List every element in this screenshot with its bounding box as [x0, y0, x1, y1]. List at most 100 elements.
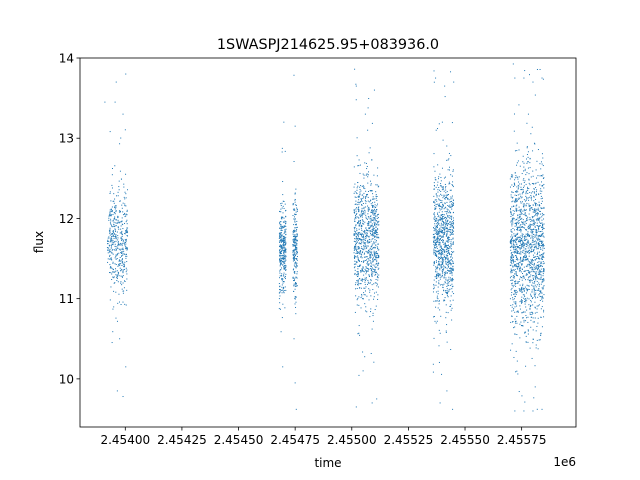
data-point	[516, 210, 518, 212]
data-point	[281, 259, 283, 261]
data-point	[439, 224, 441, 226]
data-point	[360, 279, 362, 281]
data-point	[518, 226, 520, 228]
data-point	[531, 357, 533, 359]
data-point	[377, 249, 379, 251]
data-point	[294, 220, 296, 222]
data-point	[523, 290, 525, 292]
data-point	[283, 244, 285, 246]
data-point	[122, 396, 124, 398]
data-point	[373, 264, 375, 266]
data-point	[536, 220, 538, 222]
data-point	[446, 208, 448, 210]
data-point	[517, 194, 519, 196]
data-point	[121, 220, 123, 222]
data-point	[122, 202, 124, 204]
data-point	[112, 268, 114, 270]
data-point	[436, 212, 438, 214]
data-point	[512, 254, 514, 256]
data-point	[442, 269, 444, 271]
data-point	[535, 218, 537, 220]
data-point	[369, 257, 371, 259]
data-point	[435, 306, 437, 308]
data-point	[543, 316, 545, 318]
data-point	[450, 226, 452, 228]
data-point	[118, 252, 120, 254]
data-point	[442, 227, 444, 229]
data-point	[532, 282, 534, 284]
data-point	[447, 194, 449, 196]
data-point	[369, 265, 371, 267]
data-point	[436, 241, 438, 243]
data-point	[533, 262, 535, 264]
data-point	[447, 258, 449, 260]
data-point	[373, 214, 375, 216]
data-point	[525, 245, 527, 247]
data-point	[365, 216, 367, 218]
data-point	[358, 260, 360, 262]
data-point	[437, 219, 439, 221]
data-point	[542, 228, 544, 230]
data-point	[536, 230, 538, 232]
data-point	[443, 243, 445, 245]
data-point	[515, 301, 517, 303]
data-point	[362, 235, 364, 237]
data-point	[510, 215, 512, 217]
data-point	[531, 237, 533, 239]
data-point	[369, 282, 371, 284]
data-point	[526, 218, 528, 220]
data-point	[531, 183, 533, 185]
data-point	[450, 155, 452, 157]
data-point	[284, 258, 286, 260]
data-point	[510, 261, 512, 263]
data-point	[358, 228, 360, 230]
data-point	[279, 295, 281, 297]
data-point	[515, 233, 517, 235]
data-point	[438, 264, 440, 266]
data-point	[432, 371, 434, 373]
data-point	[521, 233, 523, 235]
data-point	[447, 225, 449, 227]
data-point	[296, 220, 298, 222]
data-point	[438, 283, 440, 285]
data-point	[519, 214, 521, 216]
data-point	[528, 253, 530, 255]
data-point	[512, 299, 514, 301]
data-point	[442, 205, 444, 207]
data-point	[373, 227, 375, 229]
data-point	[538, 284, 540, 286]
data-point	[443, 249, 445, 251]
data-point	[355, 196, 357, 198]
data-point	[523, 221, 525, 223]
data-point	[528, 226, 530, 228]
data-point	[284, 240, 286, 242]
data-point	[372, 268, 374, 270]
data-point	[520, 244, 522, 246]
data-point	[113, 306, 115, 308]
data-point	[534, 243, 536, 245]
data-point	[355, 261, 357, 263]
data-point	[284, 268, 286, 270]
data-point	[362, 197, 364, 199]
data-point	[369, 249, 371, 251]
data-point	[371, 272, 373, 274]
data-point	[374, 253, 376, 255]
data-point	[539, 222, 541, 224]
data-point	[525, 248, 527, 250]
data-point	[115, 317, 117, 319]
data-point	[434, 214, 436, 216]
data-point	[365, 174, 367, 176]
data-point	[370, 220, 372, 222]
data-point	[438, 211, 440, 213]
data-point	[444, 300, 446, 302]
data-point	[358, 374, 360, 376]
data-point	[531, 271, 533, 273]
data-point	[113, 290, 115, 292]
data-point	[448, 215, 450, 217]
data-point	[542, 273, 544, 275]
data-point	[355, 242, 357, 244]
data-point	[445, 330, 447, 332]
data-point	[122, 113, 124, 115]
data-point	[295, 283, 297, 285]
data-point	[452, 204, 454, 206]
